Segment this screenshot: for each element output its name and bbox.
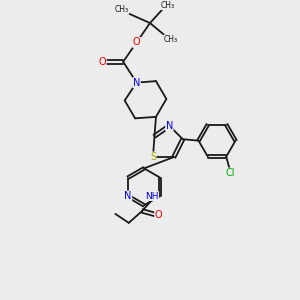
Text: CH₃: CH₃ — [161, 1, 175, 10]
Text: O: O — [155, 210, 162, 220]
Text: O: O — [98, 57, 106, 67]
Text: CH₃: CH₃ — [164, 35, 178, 44]
Text: N: N — [124, 191, 132, 201]
Text: O: O — [133, 38, 140, 47]
Text: NH: NH — [145, 192, 158, 201]
Text: N: N — [133, 78, 140, 88]
Text: S: S — [150, 152, 156, 162]
Text: Cl: Cl — [226, 168, 236, 178]
Text: N: N — [166, 121, 173, 131]
Text: CH₃: CH₃ — [115, 5, 129, 14]
